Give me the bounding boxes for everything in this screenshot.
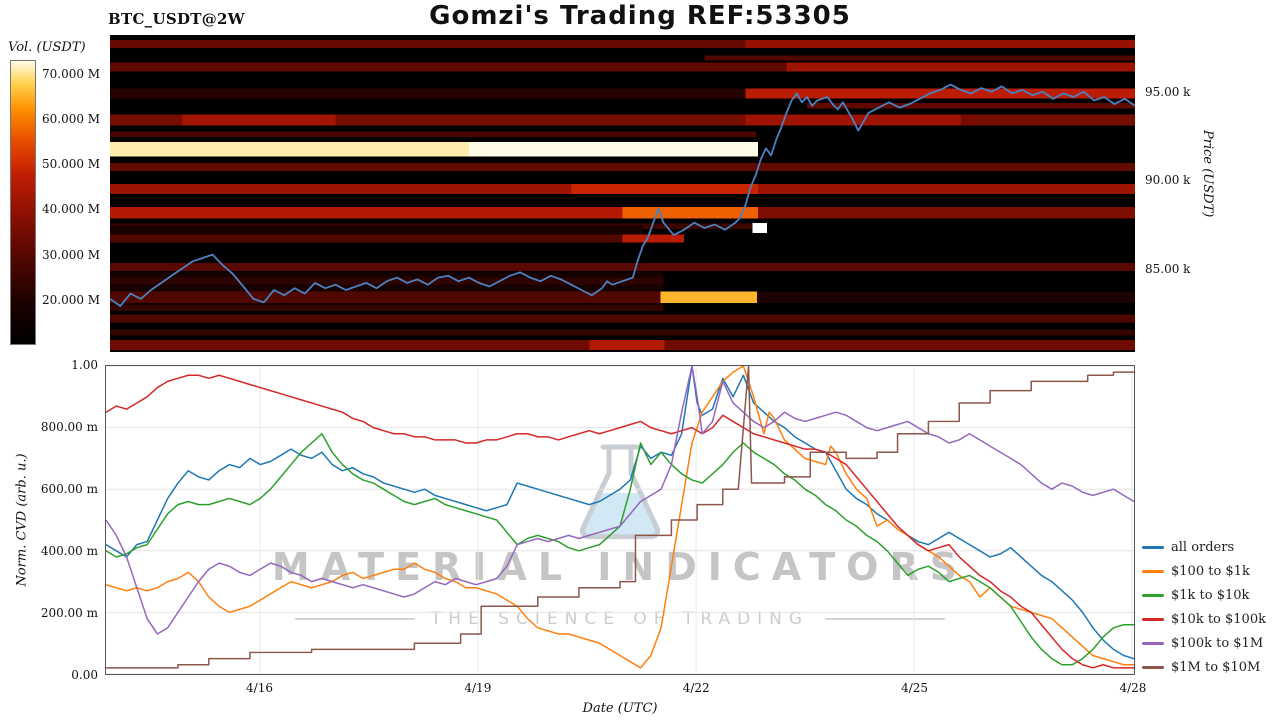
- colorbar-tick-label: 70.000 M: [42, 66, 101, 81]
- cvd-y-tick-label: 0.00: [71, 668, 98, 682]
- cvd-y-tick-label: 400.00 m: [40, 544, 98, 558]
- legend-item: $1M to $10M: [1142, 660, 1266, 675]
- price-tick-label: 95.00 k: [1145, 84, 1191, 99]
- cvd-y-axis-label: Norm. CVD (arb. u.): [14, 453, 30, 587]
- colorbar-tick-label: 40.000 M: [42, 202, 101, 217]
- legend-swatch: [1142, 570, 1164, 573]
- legend-label: $10k to $100k: [1171, 612, 1266, 627]
- legend-label: $100k to $1M: [1171, 636, 1264, 651]
- cvd-y-tick-label: 600.00 m: [40, 482, 98, 496]
- legend: all orders $100 to $1k $1k to $10k $10k to …: [1142, 540, 1266, 675]
- colorbar-axis-label: Vol. (USDT): [8, 40, 86, 55]
- price-tick-label: 85.00 k: [1145, 261, 1191, 276]
- legend-item: $100 to $1k: [1142, 564, 1266, 579]
- colorbar-tick-label: 20.000 M: [42, 292, 101, 307]
- cvd-y-tick-label: 1.00: [71, 358, 98, 372]
- cvd-x-tick-label: 4/22: [682, 681, 710, 695]
- legend-swatch: [1142, 618, 1164, 621]
- legend-label: all orders: [1171, 540, 1235, 555]
- price-axis-label: Price (USDT): [1200, 130, 1215, 218]
- legend-swatch: [1142, 546, 1164, 549]
- symbol-label: BTC_USDT@2W: [108, 10, 245, 28]
- legend-item: $10k to $100k: [1142, 612, 1266, 627]
- volume-colorbar: [10, 60, 36, 345]
- page-title: Gomzi's Trading REF:53305: [429, 1, 851, 31]
- volume-heatmap: [110, 35, 1135, 352]
- cvd-x-axis-label: Date (UTC): [582, 701, 658, 716]
- legend-label: $1k to $10k: [1171, 588, 1250, 603]
- cvd-chart: [105, 365, 1135, 675]
- cvd-x-tick-label: 4/16: [246, 681, 273, 695]
- legend-label: $1M to $10M: [1171, 660, 1261, 675]
- colorbar-tick-label: 30.000 M: [42, 247, 101, 262]
- legend-item: $100k to $1M: [1142, 636, 1266, 651]
- legend-label: $100 to $1k: [1171, 564, 1250, 579]
- cvd-y-tick-label: 200.00 m: [40, 606, 98, 620]
- cvd-x-tick-label: 4/28: [1119, 681, 1147, 695]
- cvd-x-tick-label: 4/25: [901, 681, 929, 695]
- colorbar-tick-label: 60.000 M: [42, 111, 101, 126]
- legend-swatch: [1142, 642, 1164, 645]
- cvd-y-tick-label: 800.00 m: [40, 420, 98, 434]
- price-tick-label: 90.00 k: [1145, 173, 1191, 188]
- legend-item: all orders: [1142, 540, 1266, 555]
- cvd-x-tick-label: 4/19: [464, 681, 492, 695]
- legend-item: $1k to $10k: [1142, 588, 1266, 603]
- legend-swatch: [1142, 666, 1164, 669]
- colorbar-tick-label: 50.000 M: [42, 157, 101, 172]
- legend-swatch: [1142, 594, 1164, 597]
